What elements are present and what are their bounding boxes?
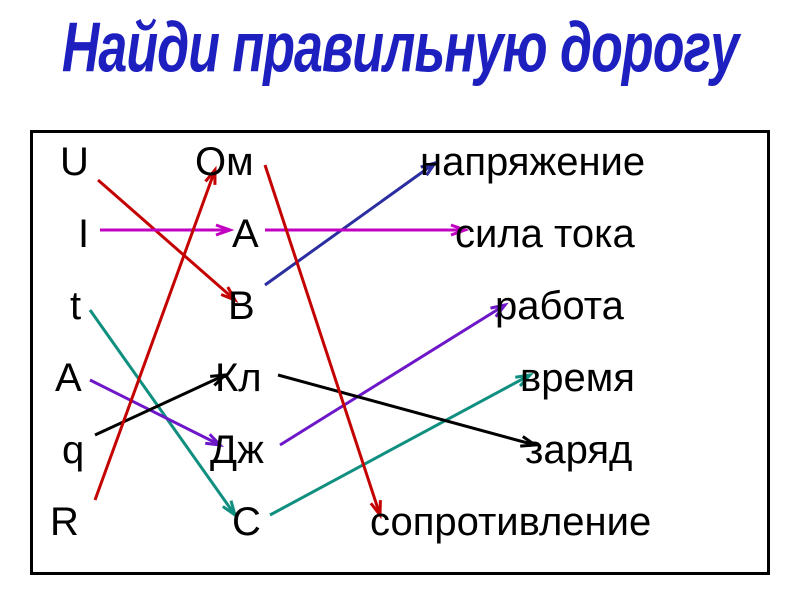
col1-label-3: A — [55, 356, 82, 401]
col1-label-1: I — [78, 212, 89, 257]
col2-label-4: Дж — [210, 428, 264, 473]
col2-label-2: В — [228, 284, 255, 329]
col3-label-2: работа — [495, 284, 624, 329]
col1-label-0: U — [60, 140, 89, 185]
col3-label-3: время — [520, 356, 635, 401]
col1-label-5: R — [50, 500, 79, 545]
col2-label-5: С — [232, 500, 261, 545]
col3-label-0: напряжение — [420, 140, 645, 185]
col2-label-0: Ом — [195, 140, 254, 185]
col3-label-1: сила тока — [455, 212, 635, 257]
col2-label-3: Кл — [215, 356, 262, 401]
col3-label-4: заряд — [525, 428, 632, 473]
col3-label-5: сопротивление — [370, 500, 651, 545]
page-title: Найди правильную дорогу — [0, 8, 800, 89]
col1-label-2: t — [70, 284, 81, 329]
col2-label-1: А — [232, 212, 259, 257]
col1-label-4: q — [62, 428, 84, 473]
